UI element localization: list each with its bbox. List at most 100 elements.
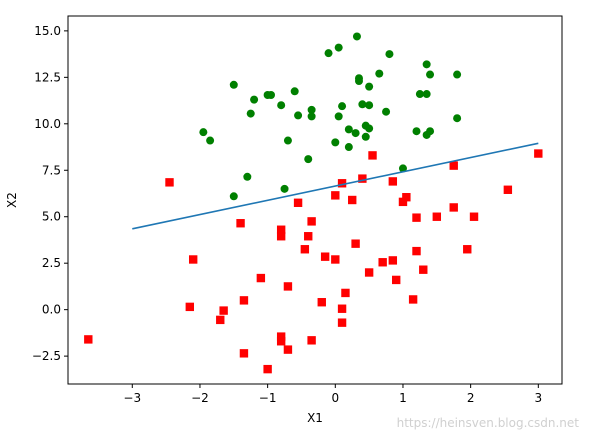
point-circle: [422, 60, 431, 69]
point-square: [388, 177, 398, 186]
point-square: [263, 364, 272, 374]
point-square: [165, 178, 174, 187]
point-square: [276, 225, 286, 234]
point-circle: [354, 77, 363, 86]
x-tick-label: 2: [467, 391, 475, 405]
x-tick-label: 3: [534, 391, 542, 405]
point-square: [534, 149, 543, 158]
y-tick-label: 15.0: [34, 24, 61, 38]
decision-boundary-line: [132, 142, 539, 230]
point-circle: [385, 50, 394, 59]
point-square: [358, 174, 367, 183]
point-circle: [334, 43, 343, 52]
point-square: [402, 193, 411, 202]
point-square: [239, 349, 249, 358]
point-circle: [453, 70, 462, 79]
point-circle: [294, 111, 303, 120]
point-square: [320, 252, 330, 261]
point-circle: [344, 125, 353, 134]
point-circle: [422, 130, 431, 139]
point-square: [256, 273, 266, 283]
point-square: [283, 345, 293, 354]
point-square: [307, 336, 316, 345]
point-circle: [307, 112, 316, 121]
point-circle: [283, 136, 292, 145]
x-tick-label: 1: [399, 391, 407, 405]
point-circle: [351, 129, 360, 138]
point-circle: [229, 80, 238, 89]
y-tick-label: −2.5: [32, 349, 61, 363]
point-circle: [307, 105, 316, 114]
point-circle: [352, 32, 361, 41]
point-square: [392, 275, 401, 285]
point-circle: [426, 70, 435, 79]
x-axis-label: X1: [307, 411, 323, 425]
point-square: [293, 198, 303, 207]
point-square: [185, 302, 195, 312]
point-square: [419, 265, 428, 274]
point-square: [337, 179, 347, 188]
y-tick-label: 2.5: [42, 256, 61, 270]
point-square: [412, 246, 421, 256]
point-square: [276, 332, 286, 341]
y-tick-label: 12.5: [34, 70, 61, 84]
point-square: [307, 217, 316, 226]
point-circle: [267, 90, 276, 99]
plot-frame: [67, 15, 563, 385]
point-square: [449, 161, 458, 170]
point-circle: [199, 128, 208, 137]
x-tick-label: 0: [331, 391, 339, 405]
point-circle: [365, 124, 374, 133]
y-axis-label: X2: [5, 192, 19, 208]
point-circle: [277, 101, 286, 110]
point-square: [503, 185, 513, 194]
point-square: [239, 296, 249, 305]
y-tick-label: 7.5: [42, 163, 61, 177]
point-square: [378, 258, 387, 267]
point-square: [337, 304, 347, 313]
point-square: [412, 213, 421, 222]
point-square: [283, 282, 293, 291]
point-circle: [365, 101, 374, 110]
plot-data: [84, 32, 543, 374]
point-circle: [250, 95, 259, 104]
point-circle: [398, 164, 407, 173]
point-square: [84, 335, 93, 344]
point-circle: [361, 132, 370, 141]
point-square: [331, 191, 340, 200]
point-square: [304, 232, 313, 241]
point-circle: [243, 172, 252, 181]
point-circle: [334, 112, 343, 121]
point-square: [188, 255, 198, 264]
point-square: [449, 203, 458, 212]
point-square: [276, 337, 286, 346]
point-circle: [229, 192, 238, 201]
point-circle: [365, 82, 374, 91]
point-square: [216, 315, 225, 325]
point-square: [364, 268, 374, 277]
point-square: [219, 306, 228, 315]
x-tick-label: −2: [191, 391, 209, 405]
axes: −3 −2 −1 0 1 2 3 −2.5 0.0 2.5 5.0 7.5 10.0 12.5 15.0: [32, 15, 563, 405]
point-circle: [206, 136, 215, 145]
point-circle: [358, 100, 367, 109]
y-tick-label: 0.0: [42, 303, 61, 317]
y-tick-label: 5.0: [42, 210, 61, 224]
point-circle: [290, 87, 299, 96]
point-circle: [338, 102, 347, 111]
point-circle: [344, 143, 353, 152]
point-square: [348, 195, 357, 205]
point-circle: [304, 155, 313, 164]
point-square: [463, 245, 472, 254]
point-square: [276, 232, 286, 241]
point-circle: [422, 90, 431, 99]
point-square: [388, 256, 398, 265]
point-circle: [324, 49, 333, 58]
point-square: [300, 245, 310, 254]
point-square: [341, 288, 350, 298]
x-tick-label: −3: [123, 391, 141, 405]
y-tick-label: 10.0: [34, 117, 61, 131]
x-tick-label: −1: [259, 391, 277, 405]
point-square: [408, 295, 418, 304]
point-circle: [412, 127, 421, 136]
